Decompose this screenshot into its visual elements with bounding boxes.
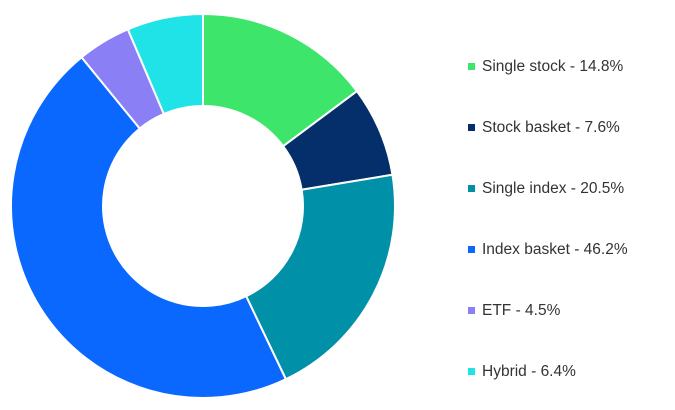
legend-item-hybrid[interactable]: Hybrid - 6.4%: [468, 341, 668, 402]
legend-swatch: [468, 63, 475, 70]
legend-label: Hybrid - 6.4%: [482, 362, 576, 380]
legend-item-stock-basket[interactable]: Stock basket - 7.6%: [468, 97, 668, 158]
legend-swatch: [468, 124, 475, 131]
legend-label: ETF - 4.5%: [482, 301, 561, 319]
donut-chart: [9, 12, 396, 399]
legend-item-index-basket[interactable]: Index basket - 46.2%: [468, 219, 668, 280]
legend-item-single-index[interactable]: Single index - 20.5%: [468, 158, 668, 219]
legend-swatch: [468, 307, 475, 314]
legend-item-etf[interactable]: ETF - 4.5%: [468, 280, 668, 341]
legend-label: Index basket - 46.2%: [482, 240, 628, 258]
legend-swatch: [468, 246, 475, 253]
legend-label: Stock basket - 7.6%: [482, 118, 620, 136]
legend-item-single-stock[interactable]: Single stock - 14.8%: [468, 36, 668, 97]
pie-slice-3[interactable]: [9, 55, 288, 399]
legend-label: Single index - 20.5%: [482, 179, 625, 197]
pie-slice-2[interactable]: [244, 173, 396, 381]
legend-swatch: [468, 185, 475, 192]
legend: Single stock - 14.8% Stock basket - 7.6%…: [468, 36, 668, 402]
pie-slice-5[interactable]: [126, 12, 204, 116]
legend-label: Single stock - 14.8%: [482, 57, 624, 75]
legend-swatch: [468, 368, 475, 375]
